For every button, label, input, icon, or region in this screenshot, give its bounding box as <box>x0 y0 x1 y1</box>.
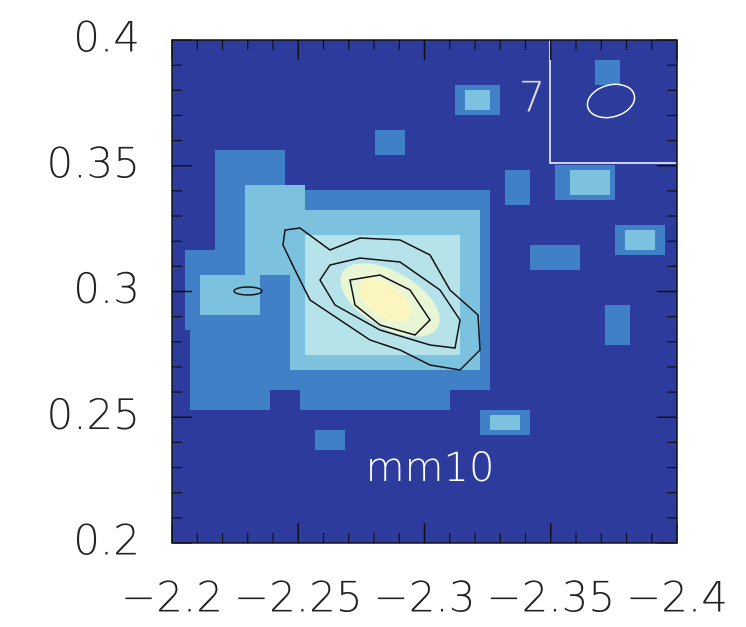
x-tick-label: −2.25 <box>234 573 363 622</box>
x-tick-label: −2.4 <box>626 573 728 622</box>
map-image <box>172 40 677 543</box>
y-tick-label: 0.4 <box>73 13 140 62</box>
y-tick-label: 0.35 <box>46 138 140 187</box>
x-tick-label: −2.2 <box>121 573 223 622</box>
y-tick-label: 0.3 <box>73 264 140 313</box>
x-tick-label: −2.3 <box>374 573 476 622</box>
beam-inset <box>549 40 677 164</box>
y-tick-label: 0.2 <box>73 516 140 565</box>
x-tick-label: −2.35 <box>486 573 615 622</box>
annotation: 7 <box>519 73 546 122</box>
annotation: mm10 <box>366 445 495 491</box>
y-tick-label: 0.25 <box>46 390 140 439</box>
